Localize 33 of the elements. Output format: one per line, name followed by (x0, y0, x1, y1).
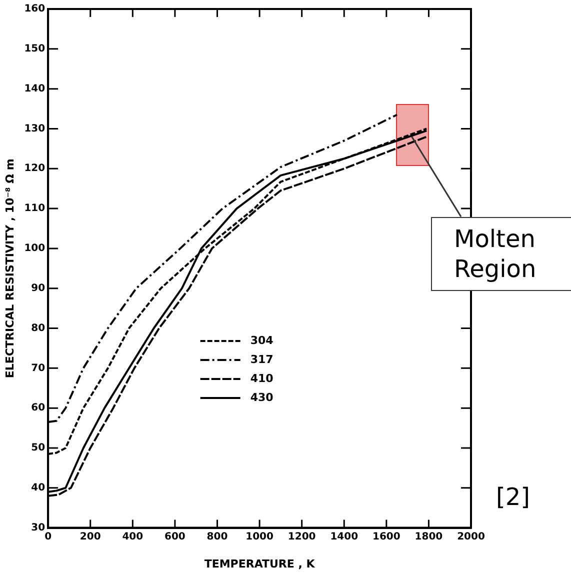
y-tick-label: 160 (24, 4, 46, 15)
y-tick-label: 60 (31, 402, 46, 414)
y-axis-title: ELECTRICAL RESISTIVITY , 10⁻⁸ Ω m (3, 158, 16, 378)
y-tick-label: 130 (24, 123, 46, 134)
x-tick-label: 200 (80, 531, 101, 542)
y-tick-label: 100 (24, 243, 46, 254)
x-tick-label: 400 (122, 531, 144, 542)
legend-label: 317 (250, 352, 274, 366)
x-tick-label: 600 (164, 531, 186, 542)
x-tick-label: 1000 (246, 531, 274, 542)
legend-label: 304 (250, 334, 274, 347)
y-tick-label: 50 (31, 442, 46, 454)
y-tick-label: 140 (24, 83, 46, 94)
y-tick-label: 90 (31, 282, 46, 294)
legend-label: 430 (250, 390, 274, 404)
annotation: Molten Region (431, 216, 571, 291)
text: [2] (496, 482, 530, 511)
legend-label: 410 (250, 372, 274, 385)
x-tick-label: 1200 (288, 531, 316, 542)
y-tick-label: 120 (24, 163, 46, 174)
x-tick-label: 1800 (414, 531, 443, 542)
x-tick-label: 0 (44, 531, 52, 542)
y-tick-label: 110 (24, 203, 46, 214)
x-tick-label: 800 (206, 531, 228, 542)
y-tick-label: 70 (31, 362, 46, 374)
x-tick-label: 2000 (457, 531, 485, 542)
y-tick-label: 150 (24, 44, 46, 54)
y-tick-label: 40 (31, 482, 46, 494)
x-tick-label: 1600 (372, 531, 400, 542)
y-tick-label: 30 (31, 522, 46, 534)
x-axis-title: TEMPERATURE , K (204, 557, 316, 570)
y-tick-label: 80 (31, 322, 46, 334)
x-tick-label: 1400 (330, 531, 358, 542)
